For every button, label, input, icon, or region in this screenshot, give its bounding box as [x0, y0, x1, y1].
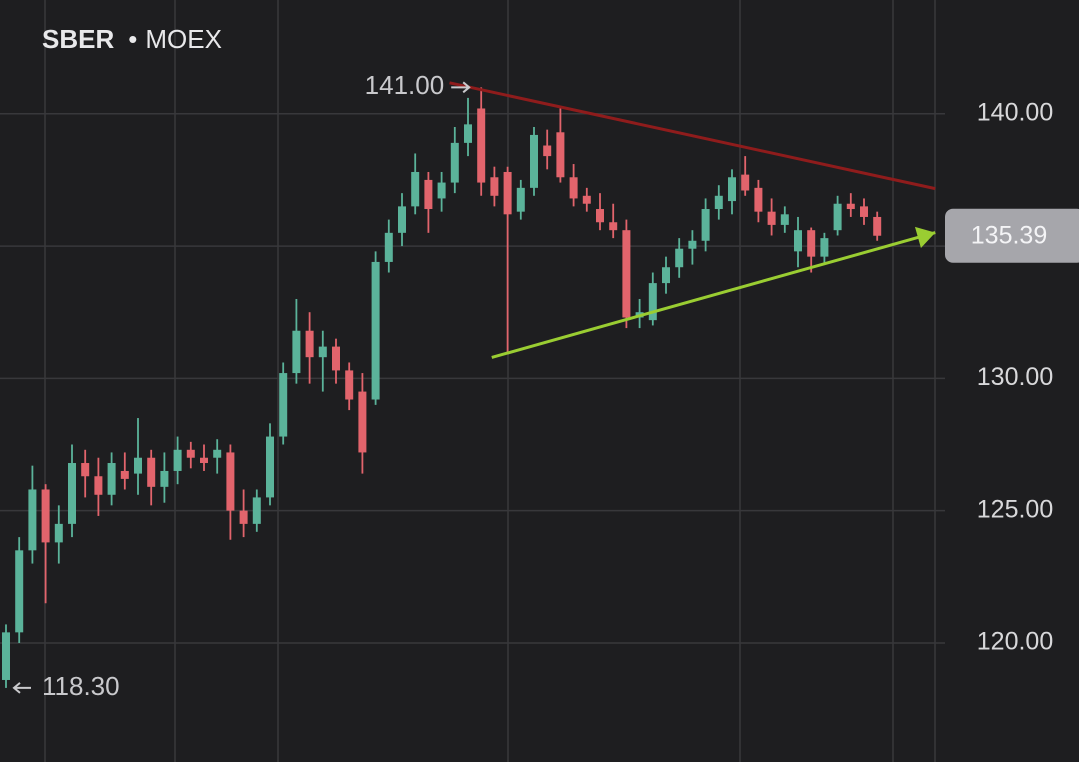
candle-body — [147, 457, 156, 487]
candle-body — [332, 346, 340, 371]
candle-body — [754, 187, 763, 212]
candle-body — [503, 171, 512, 215]
vertical-grid — [44, 0, 936, 762]
candle-body — [226, 452, 235, 511]
y-tick-label: 125.00 — [977, 495, 1053, 523]
candle-body — [622, 230, 631, 318]
trend-arrowhead — [914, 226, 936, 249]
candle-body — [450, 142, 459, 183]
candle-body — [556, 132, 565, 178]
candle-body — [477, 108, 486, 183]
candle-body — [794, 230, 802, 252]
candle-body — [15, 550, 24, 633]
candle-body — [279, 373, 288, 437]
candle-body — [345, 370, 354, 400]
candle-body — [411, 171, 420, 207]
exchange: MOEX — [145, 24, 222, 54]
candle-body — [846, 203, 855, 210]
candle-body — [107, 463, 116, 495]
y-tick-label: 130.00 — [977, 363, 1053, 391]
candle-body — [516, 187, 525, 212]
candle-body — [305, 330, 314, 358]
candle-body — [160, 470, 169, 487]
candle-body — [833, 203, 842, 231]
candle-body — [860, 206, 868, 217]
candle-body — [213, 449, 222, 458]
candle-body — [173, 449, 182, 471]
low-label: 118.30 — [42, 671, 120, 701]
candle-body — [68, 463, 76, 524]
candle-body — [873, 216, 882, 236]
plot — [2, 81, 936, 688]
y-tick-label: 140.00 — [977, 98, 1053, 126]
high-arrow — [451, 81, 471, 94]
trend-line — [491, 231, 936, 359]
candle-body — [358, 391, 367, 453]
candle-body — [688, 240, 697, 249]
candle-body — [437, 182, 446, 199]
candle-body — [252, 497, 261, 524]
candle-body — [120, 470, 129, 479]
candle-body — [94, 476, 103, 495]
candle-body — [675, 248, 684, 268]
ticker: SBER — [42, 24, 114, 54]
high-label: 141.00 — [365, 70, 445, 100]
overlay: 141.00 118.30 135.39 — [12, 70, 1079, 701]
candle-body — [807, 230, 816, 257]
candle-body — [186, 449, 195, 458]
candle-body — [609, 222, 618, 231]
candle-body — [134, 457, 142, 474]
candle-body — [543, 145, 552, 157]
candle-body — [28, 489, 37, 551]
candle-body — [741, 174, 750, 191]
candle-body — [820, 238, 829, 257]
chart-title: SBER • MOEX — [42, 24, 222, 54]
separator: • — [128, 24, 137, 54]
last-price-badge — [945, 208, 1079, 263]
candle-body — [714, 195, 723, 210]
candle-body — [648, 283, 657, 321]
candle-body — [662, 267, 670, 284]
candle-body — [2, 632, 10, 680]
candle-body — [596, 209, 604, 223]
candle-body — [41, 489, 50, 543]
candle-body — [767, 211, 776, 225]
candle-body — [582, 195, 591, 204]
candle-body — [464, 124, 472, 143]
candle-body — [530, 134, 538, 188]
candle-body — [200, 457, 208, 464]
candle-body — [384, 232, 393, 262]
candle-body — [728, 177, 736, 202]
candle-body — [424, 179, 433, 210]
candle-body — [371, 261, 380, 400]
candle-body — [239, 510, 248, 524]
candle-body — [318, 346, 327, 358]
candle-body — [569, 177, 578, 199]
candle-body — [398, 206, 406, 233]
candle-body — [266, 436, 274, 498]
last-price-label: 135.39 — [971, 221, 1047, 249]
low-arrow — [12, 682, 31, 694]
candle-body — [81, 463, 90, 477]
candle-body — [701, 209, 710, 241]
y-tick-label: 120.00 — [977, 628, 1053, 656]
candle-body — [780, 214, 789, 225]
trend-line — [449, 81, 936, 191]
candle-body — [490, 177, 499, 196]
candle-body — [54, 523, 63, 543]
candle-body — [292, 330, 301, 374]
